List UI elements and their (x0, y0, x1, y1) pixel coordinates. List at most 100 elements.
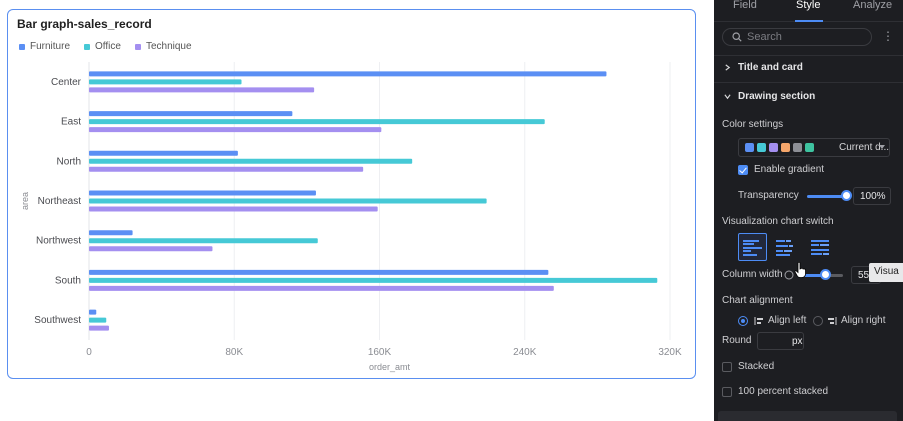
x-tick-label: 80K (225, 347, 243, 358)
bar-technique-northwest (89, 246, 213, 252)
bar-furniture-north (89, 150, 238, 156)
bar-office-north (89, 158, 413, 164)
column-width-slider-rest (825, 274, 843, 277)
chart-legend: Furniture Office Technique (19, 41, 192, 52)
search-icon (732, 32, 742, 42)
color-scheme-value: Current d... (839, 142, 890, 153)
viz-bar-left-button[interactable] (738, 233, 767, 261)
percent-stacked-checkbox[interactable] (722, 387, 732, 397)
legend-item-office[interactable]: Office (84, 41, 121, 52)
bar-furniture-south (89, 269, 549, 275)
bar-technique-center (89, 87, 315, 93)
bar-office-northeast (89, 198, 487, 204)
bar-furniture-northwest (89, 230, 133, 236)
panel-tabs: Field Style Analyze (714, 0, 903, 22)
bar-technique-north (89, 166, 364, 172)
y-tick-label: North (57, 156, 81, 167)
section-title-and-card[interactable]: Title and card (724, 62, 803, 73)
bar-grouped-icon (776, 240, 793, 256)
enable-gradient-checkbox[interactable] (738, 165, 748, 175)
percent-stacked-label: 100 percent stacked (738, 386, 829, 397)
tooltip: Visua (869, 263, 903, 282)
bar-chart: 0 80K 160K 240K 320K Center East North Northeast… (20, 62, 682, 372)
bar-office-center (89, 79, 242, 85)
align-left-radio[interactable] (738, 316, 748, 326)
color-settings-label: Color settings (722, 119, 784, 130)
search-input[interactable]: Search (722, 28, 872, 46)
column-width-slider-track[interactable] (797, 274, 825, 277)
tab-field[interactable]: Field (733, 0, 757, 11)
legend-item-technique[interactable]: Technique (134, 41, 192, 52)
transparency-slider-handle[interactable] (841, 190, 852, 201)
chart-card[interactable]: Bar graph-sales_record Furniture Office … (7, 9, 696, 379)
transparency-input[interactable]: 100% (853, 187, 891, 205)
bar-office-southwest (89, 317, 107, 323)
style-panel: Field Style Analyze Search ⋮ Title and c… (714, 0, 903, 421)
color-swatch (757, 143, 766, 152)
round-input[interactable]: px (757, 332, 804, 350)
bar-technique-east (89, 127, 382, 133)
section-drawing[interactable]: Drawing section (724, 91, 815, 102)
column-width-slider-handle[interactable] (820, 269, 831, 280)
align-right-radio[interactable] (813, 316, 823, 326)
tab-analyze[interactable]: Analyze (853, 0, 893, 11)
y-tick-label: Center (51, 77, 82, 88)
color-swatch (805, 143, 814, 152)
transparency-label: Transparency (738, 190, 799, 201)
x-tick-label: 0 (86, 347, 92, 358)
divider (714, 55, 903, 56)
legend-item-furniture[interactable]: Furniture (19, 41, 70, 52)
tab-style[interactable]: Style (796, 0, 821, 11)
viz-bar-grouped-button[interactable] (771, 233, 800, 261)
round-label: Round (722, 335, 752, 346)
legend-swatch-office (84, 43, 91, 50)
color-swatch (793, 143, 802, 152)
y-tick-label: Southwest (34, 315, 81, 326)
align-left-icon (754, 317, 763, 325)
legend-label-office: Office (95, 41, 121, 52)
x-tick-label: 240K (513, 347, 537, 358)
column-width-label: Column width (722, 269, 783, 280)
bar-office-south (89, 277, 658, 283)
chart-title: Bar graph-sales_record (17, 17, 152, 31)
bar-furniture-center (89, 71, 607, 77)
legend-swatch-technique (134, 43, 141, 50)
x-axis-label: order_amt (369, 362, 411, 372)
x-tick-label: 160K (368, 347, 392, 358)
y-tick-label: East (61, 117, 81, 128)
bar-align-left-icon (743, 240, 762, 256)
viz-switch-label: Visualization chart switch (722, 216, 834, 227)
align-right-icon (828, 317, 837, 325)
y-tick-label: Northeast (38, 196, 82, 207)
active-tab-indicator (795, 20, 823, 22)
bar-office-northwest (89, 238, 318, 244)
divider (714, 82, 903, 83)
y-tick-label: South (55, 275, 81, 286)
legend-label-technique: Technique (145, 41, 192, 52)
search-placeholder: Search (747, 31, 782, 43)
align-right-label: Align right (841, 315, 886, 326)
stacked-checkbox[interactable] (722, 362, 732, 372)
section-title-and-card-label: Title and card (738, 62, 803, 73)
viz-bar-stacked-button[interactable] (806, 233, 835, 261)
hand-cursor-icon (794, 262, 806, 278)
more-options-icon[interactable]: ⋮ (882, 29, 894, 43)
caret-down-icon (879, 145, 885, 149)
transparency-slider-track[interactable] (807, 195, 845, 198)
color-swatch (781, 143, 790, 152)
section-drawing-label: Drawing section (738, 91, 816, 102)
color-swatch (769, 143, 778, 152)
round-unit: px (792, 336, 803, 347)
color-scheme-select[interactable]: Current d... (738, 138, 890, 157)
bar-technique-south (89, 285, 554, 291)
legend-label-furniture: Furniture (30, 41, 71, 52)
chevron-down-icon (724, 94, 731, 100)
bar-office-east (89, 119, 545, 125)
chevron-right-icon (725, 64, 731, 71)
bar-furniture-southwest (89, 309, 97, 315)
bar-furniture-east (89, 111, 293, 117)
bar-technique-northeast (89, 206, 378, 212)
legend-swatch-furniture (19, 43, 25, 50)
bar-furniture-northeast (89, 190, 316, 196)
